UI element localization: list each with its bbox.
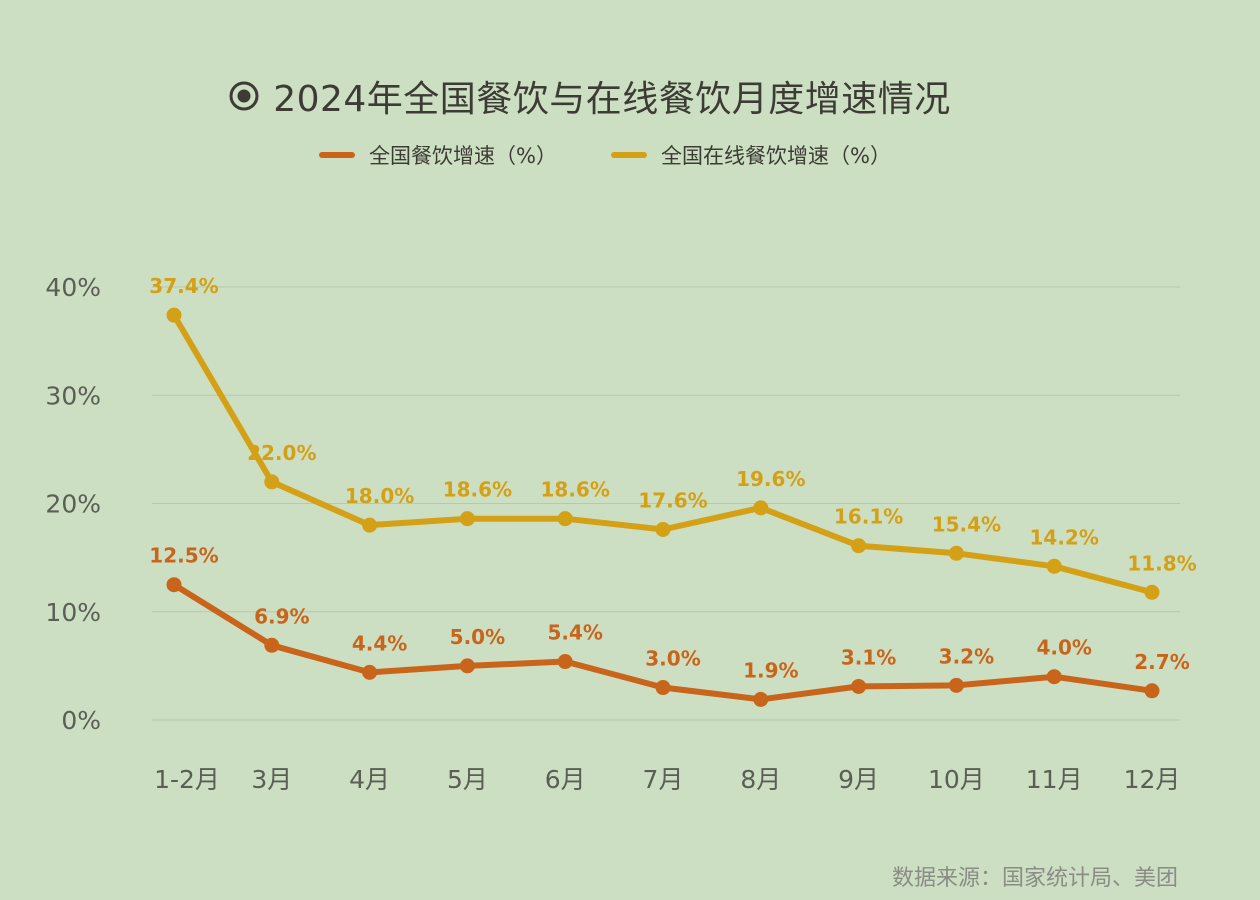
- data-point-online: [1144, 584, 1160, 600]
- y-tick-label: 10%: [45, 598, 101, 627]
- data-point-online: [459, 511, 475, 527]
- data-label-national: 3.0%: [645, 647, 700, 671]
- data-point-online: [166, 307, 182, 323]
- series-line-online: [171, 312, 1155, 596]
- source-note: 数据来源：国家统计局、美团: [891, 866, 1178, 891]
- data-label-online: 18.0%: [345, 484, 414, 508]
- data-label-national: 5.0%: [450, 625, 505, 649]
- data-label-online: 15.4%: [932, 512, 1001, 536]
- data-point-national: [655, 680, 671, 696]
- data-label-national: 12.5%: [149, 544, 218, 568]
- y-tick-label: 30%: [45, 381, 101, 410]
- data-label-online: 11.8%: [1127, 551, 1196, 575]
- data-point-online: [264, 474, 280, 490]
- legend-swatch-national: [319, 152, 356, 158]
- x-tick-label: 7月: [643, 765, 684, 794]
- legend-label-online: 全国在线餐饮增速（%）: [661, 144, 891, 168]
- data-point-national: [753, 691, 769, 707]
- x-tick-label: 10月: [928, 765, 985, 794]
- x-tick-label: 4月: [349, 765, 390, 794]
- legend-item-national: 全国餐饮增速（%）: [319, 140, 557, 170]
- data-point-online: [655, 521, 671, 537]
- legend-label-national: 全国餐饮增速（%）: [369, 144, 557, 168]
- data-point-national: [557, 654, 573, 670]
- data-label-online: 18.6%: [541, 478, 610, 502]
- x-tick-label: 6月: [545, 765, 586, 794]
- data-point-national: [166, 577, 182, 593]
- data-point-online: [851, 538, 867, 554]
- data-point-online: [557, 511, 573, 527]
- data-point-national: [362, 664, 378, 680]
- chart-title: 2024年全国餐饮与在线餐饮月度增速情况: [273, 79, 951, 120]
- target-icon: [229, 81, 259, 111]
- x-tick-label: 8月: [740, 765, 781, 794]
- data-point-national: [1144, 683, 1160, 699]
- data-point-national: [459, 658, 475, 674]
- chart-title-area: 2024年全国餐饮与在线餐饮月度增速情况: [0, 70, 1180, 120]
- data-label-national: 5.4%: [547, 621, 602, 645]
- data-label-online: 22.0%: [247, 441, 316, 465]
- chart-legend: 全国餐饮增速（%） 全国在线餐饮增速（%）: [0, 140, 1210, 170]
- y-axis-ticks: 0% 10% 20% 30% 40%: [45, 273, 101, 735]
- data-label-online: 19.6%: [736, 467, 805, 491]
- data-label-national: 1.9%: [743, 658, 798, 682]
- data-label-national: 3.2%: [939, 644, 994, 668]
- data-point-online: [753, 500, 769, 516]
- data-label-online: 17.6%: [638, 488, 707, 512]
- data-point-national: [851, 678, 867, 694]
- data-point-online: [362, 517, 378, 533]
- data-point-online: [1046, 558, 1062, 574]
- legend-item-online: 全国在线餐饮增速（%）: [611, 140, 891, 170]
- data-point-national: [264, 637, 280, 653]
- legend-swatch-online: [611, 152, 647, 158]
- data-label-online: 14.2%: [1030, 525, 1099, 549]
- data-label-online: 37.4%: [149, 274, 218, 298]
- data-labels: 37.4% 22.0% 18.0% 18.6% 18.6% 17.6% 19.6% 16.1%…: [149, 274, 1196, 682]
- x-tick-label: 11月: [1026, 765, 1083, 794]
- data-point-online: [948, 545, 964, 561]
- x-tick-label: 5月: [447, 765, 488, 794]
- data-point-national: [1046, 669, 1062, 685]
- x-tick-label: 1-2月: [154, 765, 220, 794]
- x-axis-ticks: 1-2月 3月 4月 5月 6月 7月 8月 9月 10月 11月 12月: [154, 765, 1180, 794]
- data-label-national: 4.0%: [1036, 636, 1091, 660]
- y-tick-label: 40%: [45, 273, 101, 302]
- data-label-national: 3.1%: [841, 645, 896, 669]
- data-point-national: [948, 677, 964, 693]
- x-tick-label: 3月: [251, 765, 292, 794]
- x-tick-label: 9月: [838, 765, 879, 794]
- data-label-online: 18.6%: [443, 478, 512, 502]
- y-tick-label: 20%: [45, 490, 101, 519]
- y-tick-label: 0%: [61, 706, 101, 735]
- data-label-national: 2.7%: [1134, 650, 1189, 674]
- series-layer: [166, 307, 1160, 707]
- data-label-online: 16.1%: [834, 505, 903, 529]
- data-label-national: 6.9%: [254, 604, 309, 628]
- x-tick-label: 12月: [1124, 765, 1181, 794]
- data-label-national: 4.4%: [352, 631, 407, 655]
